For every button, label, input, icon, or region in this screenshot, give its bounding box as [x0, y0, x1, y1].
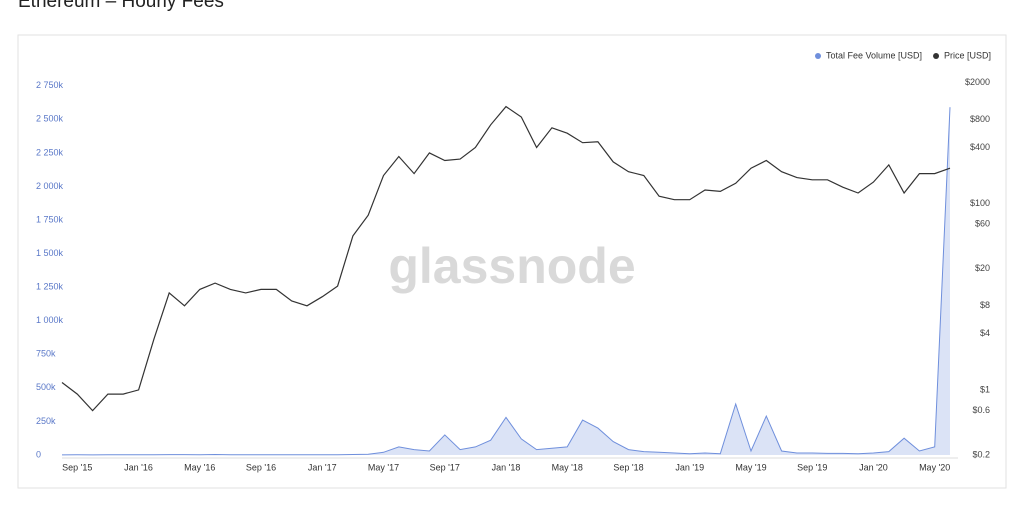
y2-tick-label: $800	[970, 114, 990, 124]
y-tick-label: 2 750k	[36, 80, 64, 90]
y2-tick-label: $1	[980, 384, 990, 394]
y2-tick-label: $400	[970, 142, 990, 152]
x-tick-label: Sep '17	[430, 462, 460, 472]
x-tick-label: Sep '19	[797, 462, 827, 472]
y2-tick-label: $2000	[965, 77, 990, 87]
x-tick-label: Sep '16	[246, 462, 276, 472]
x-tick-label: Jan '17	[308, 462, 337, 472]
y-tick-label: 750k	[36, 349, 56, 359]
y-tick-label: 2 250k	[36, 147, 64, 157]
x-tick-label: May '20	[919, 462, 950, 472]
y-tick-label: 2 500k	[36, 114, 64, 124]
fee-line	[61, 107, 951, 456]
y2-tick-label: $8	[980, 300, 990, 310]
y-tick-label: 1 000k	[36, 315, 64, 325]
watermark: glassnode	[388, 238, 635, 294]
x-tick-label: May '17	[368, 462, 399, 472]
x-tick-label: Sep '15	[62, 462, 92, 472]
y-tick-label: 500k	[36, 382, 56, 392]
y-tick-label: 1 500k	[36, 248, 64, 258]
legend-label: Total Fee Volume [USD]	[826, 50, 922, 60]
x-tick-label: Sep '18	[613, 462, 643, 472]
y2-tick-label: $60	[975, 219, 990, 229]
y-tick-label: 1 250k	[36, 282, 64, 292]
y2-tick-label: $4	[980, 328, 990, 338]
y2-tick-label: $0.6	[972, 405, 990, 415]
x-tick-label: Jan '18	[492, 462, 521, 472]
price-line	[61, 105, 951, 412]
x-tick-label: Jan '19	[675, 462, 704, 472]
y-tick-label: 2 000k	[36, 181, 64, 191]
y-tick-label: 0	[36, 449, 41, 459]
y-tick-label: 1 750k	[36, 214, 64, 224]
y-tick-label: 250k	[36, 416, 56, 426]
chart-frame	[17, 34, 1007, 489]
y2-tick-label: $100	[970, 198, 990, 208]
legend-marker	[815, 53, 821, 59]
x-tick-label: May '19	[735, 462, 766, 472]
legend-label: Price [USD]	[944, 50, 991, 60]
legend-marker	[933, 53, 940, 59]
x-tick-label: May '18	[552, 462, 583, 472]
x-tick-label: Jan '20	[859, 462, 888, 472]
x-tick-label: May '16	[184, 462, 215, 472]
x-tick-label: Jan '16	[124, 462, 153, 472]
chart-title: Ethereum – Hourly Fees	[18, 0, 224, 12]
y2-tick-label: $20	[975, 263, 990, 273]
y2-tick-label: $0.2	[972, 449, 990, 459]
